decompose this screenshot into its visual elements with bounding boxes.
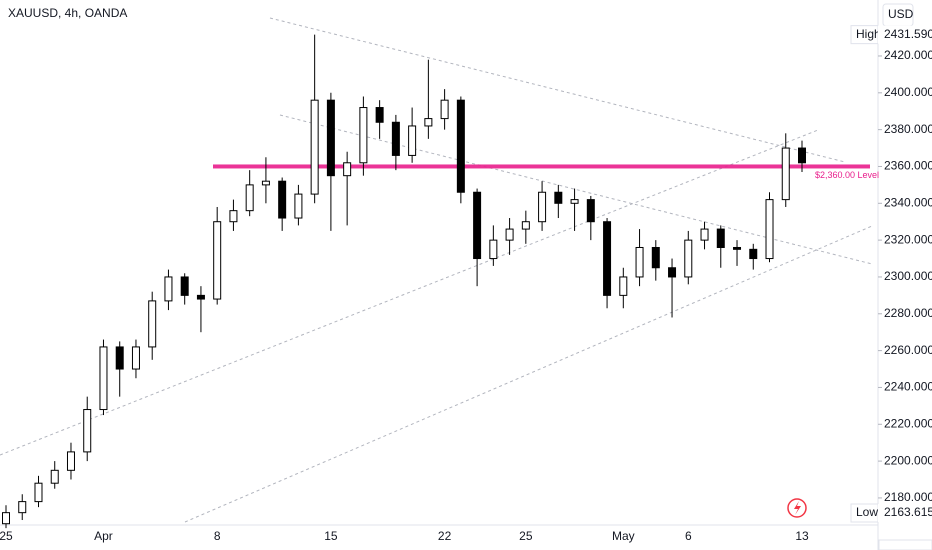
candle-body (148, 300, 157, 348)
candle-body (424, 118, 433, 127)
y-tick-label: 2300.000 (884, 269, 932, 283)
candle-body (619, 276, 628, 296)
candle-body (554, 191, 563, 204)
candle-body (440, 99, 449, 120)
candle-body (603, 221, 612, 296)
y-tick-label: 2380.000 (884, 122, 932, 136)
y-tick-label: 2220.000 (884, 416, 932, 430)
candle-body (50, 469, 59, 484)
y-tick-label: 2180.000 (884, 490, 932, 504)
candle-body (261, 180, 270, 186)
marker-value-box (878, 504, 932, 522)
y-tick-label: 2260.000 (884, 343, 932, 357)
candle-body (326, 99, 335, 177)
candle-body (700, 228, 709, 241)
trend-lines (0, 17, 873, 523)
y-tick-label: 2360.000 (884, 159, 932, 173)
event-icon-bolt (794, 501, 801, 515)
marker-value: 2431.590 (884, 27, 932, 41)
y-tick-label: 2400.000 (884, 85, 932, 99)
candle-body (456, 99, 465, 193)
chart-title: XAUUSD, 4h, OANDA (8, 6, 127, 20)
y-tick-label: 2240.000 (884, 380, 932, 394)
candle-body (294, 193, 303, 219)
candle-body (538, 191, 547, 223)
candle-body (765, 199, 774, 260)
candle-body (2, 512, 10, 525)
currency: USD (888, 7, 914, 21)
candle-body (749, 248, 758, 260)
y-tick-label: 2420.000 (884, 48, 932, 62)
candle-body (668, 267, 677, 278)
candle-body (505, 228, 514, 241)
candle-body (83, 409, 92, 453)
candle-body (343, 162, 352, 177)
candle-body (489, 239, 498, 260)
x-tick-label: 13 (795, 529, 809, 543)
candle-body (391, 121, 400, 156)
trend-line (184, 225, 873, 523)
x-tick-label: 6 (685, 529, 692, 543)
x-tick-label: 25 (519, 529, 533, 543)
candle-body (66, 451, 75, 471)
marker-value-box (878, 25, 932, 44)
x-tick-label: May (612, 529, 635, 543)
candle-body (586, 199, 595, 223)
level-line (213, 164, 870, 169)
candle-body (115, 346, 124, 370)
candle-body (684, 239, 693, 278)
candle-body (375, 107, 384, 123)
x-tick-label: Apr (94, 529, 113, 543)
candle-body (521, 221, 530, 230)
marker-value: 2163.615 (884, 505, 932, 519)
trend-line (0, 129, 819, 456)
candle-body (99, 346, 108, 411)
candle-body (278, 180, 287, 219)
candle-body (733, 246, 742, 250)
candle-body (716, 228, 725, 248)
y-tick-label: 2340.000 (884, 195, 932, 209)
candle-body (310, 99, 319, 195)
candle-body (213, 221, 222, 300)
candle-body (408, 125, 417, 156)
x-tick-label: 8 (214, 529, 221, 543)
x-tick-label: 15 (324, 529, 338, 543)
candle-body (180, 276, 189, 296)
axis-corner (878, 539, 932, 550)
candle-body (570, 199, 579, 204)
candle-body (196, 294, 205, 300)
candle-body (229, 210, 238, 223)
y-tick-label: 2280.000 (884, 306, 932, 320)
x-tick-label: 22 (438, 529, 452, 543)
y-tick-label: 2200.000 (884, 453, 932, 467)
candle-body (34, 482, 43, 503)
marker-label: Low (856, 505, 878, 519)
candle-body (359, 107, 368, 164)
candle-body (473, 191, 482, 260)
candle-body (635, 246, 644, 278)
candle-body (131, 346, 140, 370)
marker-label: High (856, 27, 881, 41)
candle-body (798, 147, 806, 164)
x-tick-label: 25 (0, 529, 13, 543)
candle-body (164, 276, 173, 302)
candle-body (245, 184, 254, 212)
y-tick-label: 2320.000 (884, 232, 932, 246)
candle-body (781, 147, 790, 201)
candle-body (651, 246, 660, 269)
trend-line (269, 17, 846, 163)
level-label: $2,360.00 Level (815, 170, 879, 180)
candle-body (18, 501, 27, 514)
